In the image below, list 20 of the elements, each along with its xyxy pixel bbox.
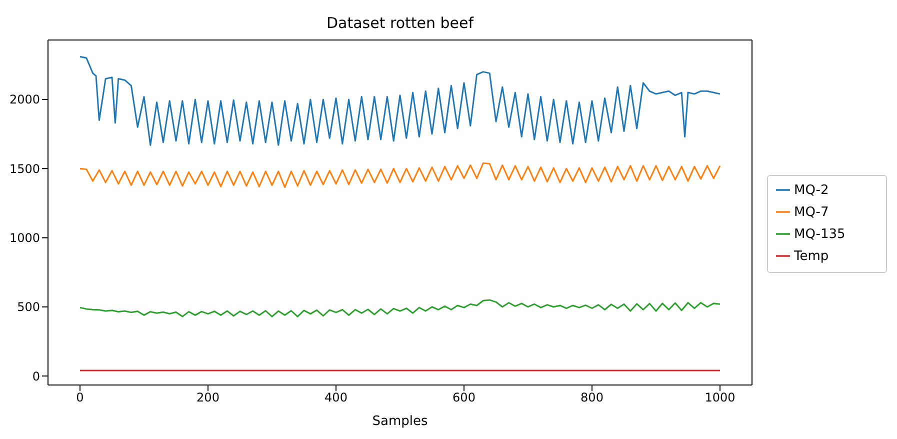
legend-label: MQ-7	[794, 204, 829, 220]
y-tick-label: 1000	[9, 230, 40, 245]
x-tick-label: 0	[76, 390, 84, 405]
legend-label: MQ-2	[794, 182, 829, 198]
y-tick-label: 2000	[9, 92, 40, 107]
legend-label: MQ-135	[794, 226, 846, 242]
x-tick-label: 1000	[704, 390, 736, 405]
x-tick-label: 200	[196, 390, 220, 405]
y-tick-label: 0	[32, 369, 40, 384]
x-tick-label: 800	[580, 390, 604, 405]
chart-title: Dataset rotten beef	[325, 14, 475, 32]
line-series	[79, 56, 721, 146]
x-axis-title: Samples	[372, 414, 428, 429]
x-tick-label: 600	[452, 390, 476, 405]
line-series	[79, 162, 721, 188]
y-tick-label: 1500	[9, 162, 40, 176]
x-tick-label: 400	[324, 390, 348, 405]
y-tick-label: 500	[17, 300, 40, 314]
legend-label: Temp	[794, 248, 829, 264]
line-series	[79, 299, 721, 318]
